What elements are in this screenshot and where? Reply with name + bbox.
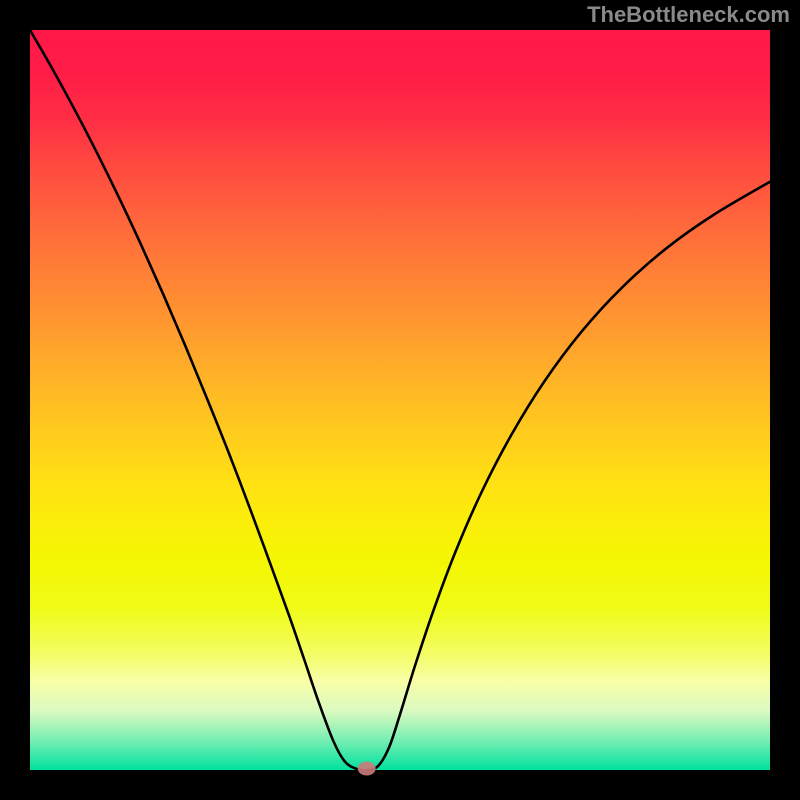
watermark-text: TheBottleneck.com: [587, 2, 790, 28]
optimal-point-marker: [358, 762, 376, 776]
chart-gradient-bg: [30, 30, 770, 770]
bottleneck-chart: [0, 0, 800, 800]
chart-container: TheBottleneck.com: [0, 0, 800, 800]
